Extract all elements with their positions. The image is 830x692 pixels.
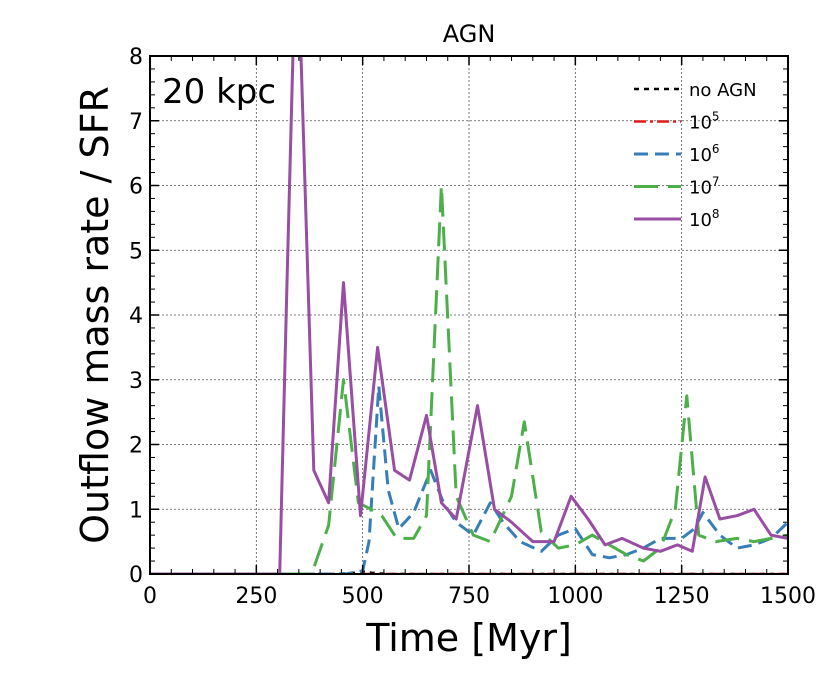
x-axis-label: Time [Myr] <box>365 616 572 660</box>
legend-label-4: 108 <box>689 207 720 231</box>
y-tick-label: 6 <box>129 175 143 200</box>
series-line-2 <box>150 384 788 574</box>
x-tick-label: 750 <box>448 584 490 609</box>
x-tick-label: 1500 <box>760 584 816 609</box>
x-tick-label: 0 <box>143 584 157 609</box>
y-tick-label: 7 <box>129 110 143 135</box>
y-tick-label: 8 <box>129 45 143 70</box>
x-tick-label: 250 <box>235 584 277 609</box>
y-tick-label: 3 <box>129 369 143 394</box>
series-line-4 <box>150 56 788 574</box>
y-tick-label: 5 <box>129 239 143 264</box>
x-tick-label: 1000 <box>547 584 603 609</box>
legend-label-3: 107 <box>689 175 720 199</box>
legend-label-1: 105 <box>689 110 720 134</box>
x-tick-label: 500 <box>342 584 384 609</box>
x-tick-label: 1250 <box>654 584 710 609</box>
chart-title: AGN <box>443 20 496 48</box>
legend: no AGN 105 106 107 108 <box>634 80 757 231</box>
legend-label-2: 106 <box>689 142 720 166</box>
y-tick-label: 1 <box>129 498 143 523</box>
y-tick-label: 0 <box>129 563 143 588</box>
y-tick-label: 2 <box>129 434 143 459</box>
annotation-label: 20 kpc <box>162 72 276 112</box>
series-line-3 <box>150 184 788 574</box>
ticks <box>149 55 789 575</box>
series-group <box>150 56 788 574</box>
y-tick-labels: 0 1 2 3 4 5 6 7 8 <box>129 45 143 588</box>
grid <box>150 56 788 574</box>
legend-label-0: no AGN <box>689 80 757 101</box>
y-axis-label: Outflow mass rate / SFR <box>73 86 117 544</box>
y-tick-label: 4 <box>129 304 143 329</box>
x-tick-labels: 0 250 500 750 1000 1250 1500 <box>143 584 816 609</box>
